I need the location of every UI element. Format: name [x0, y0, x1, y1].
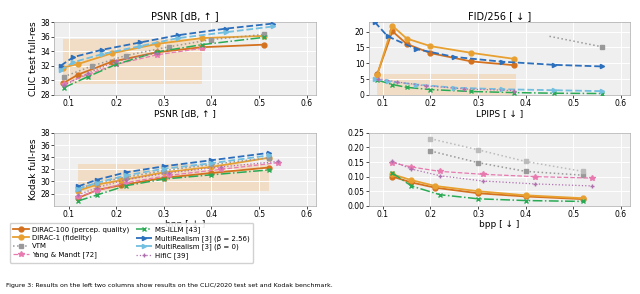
Title: FID/256 [ ↓ ]: FID/256 [ ↓ ]	[468, 11, 531, 21]
Text: Figure 3: Results on the left two columns show results on the CLIC/2020 test set: Figure 3: Results on the left two column…	[6, 283, 333, 288]
X-axis label: bpp [ ↓ ]: bpp [ ↓ ]	[165, 220, 205, 229]
Y-axis label: CLIC test full-res: CLIC test full-res	[29, 21, 38, 96]
X-axis label: LPIPS [ ↓ ]: LPIPS [ ↓ ]	[476, 110, 523, 118]
X-axis label: bpp [ ↓ ]: bpp [ ↓ ]	[479, 220, 520, 229]
Y-axis label: Kodak full-res: Kodak full-res	[29, 138, 38, 200]
X-axis label: PSNR [dB, ↑ ]: PSNR [dB, ↑ ]	[154, 110, 216, 118]
Legend: DIRAC-100 (percep. quality), DIRAC-1 (fidelity), VTM, Yang & Mandt [72], MS-ILLM: DIRAC-100 (percep. quality), DIRAC-1 (fi…	[10, 223, 253, 263]
Title: PSNR [dB, ↑ ]: PSNR [dB, ↑ ]	[152, 11, 219, 21]
